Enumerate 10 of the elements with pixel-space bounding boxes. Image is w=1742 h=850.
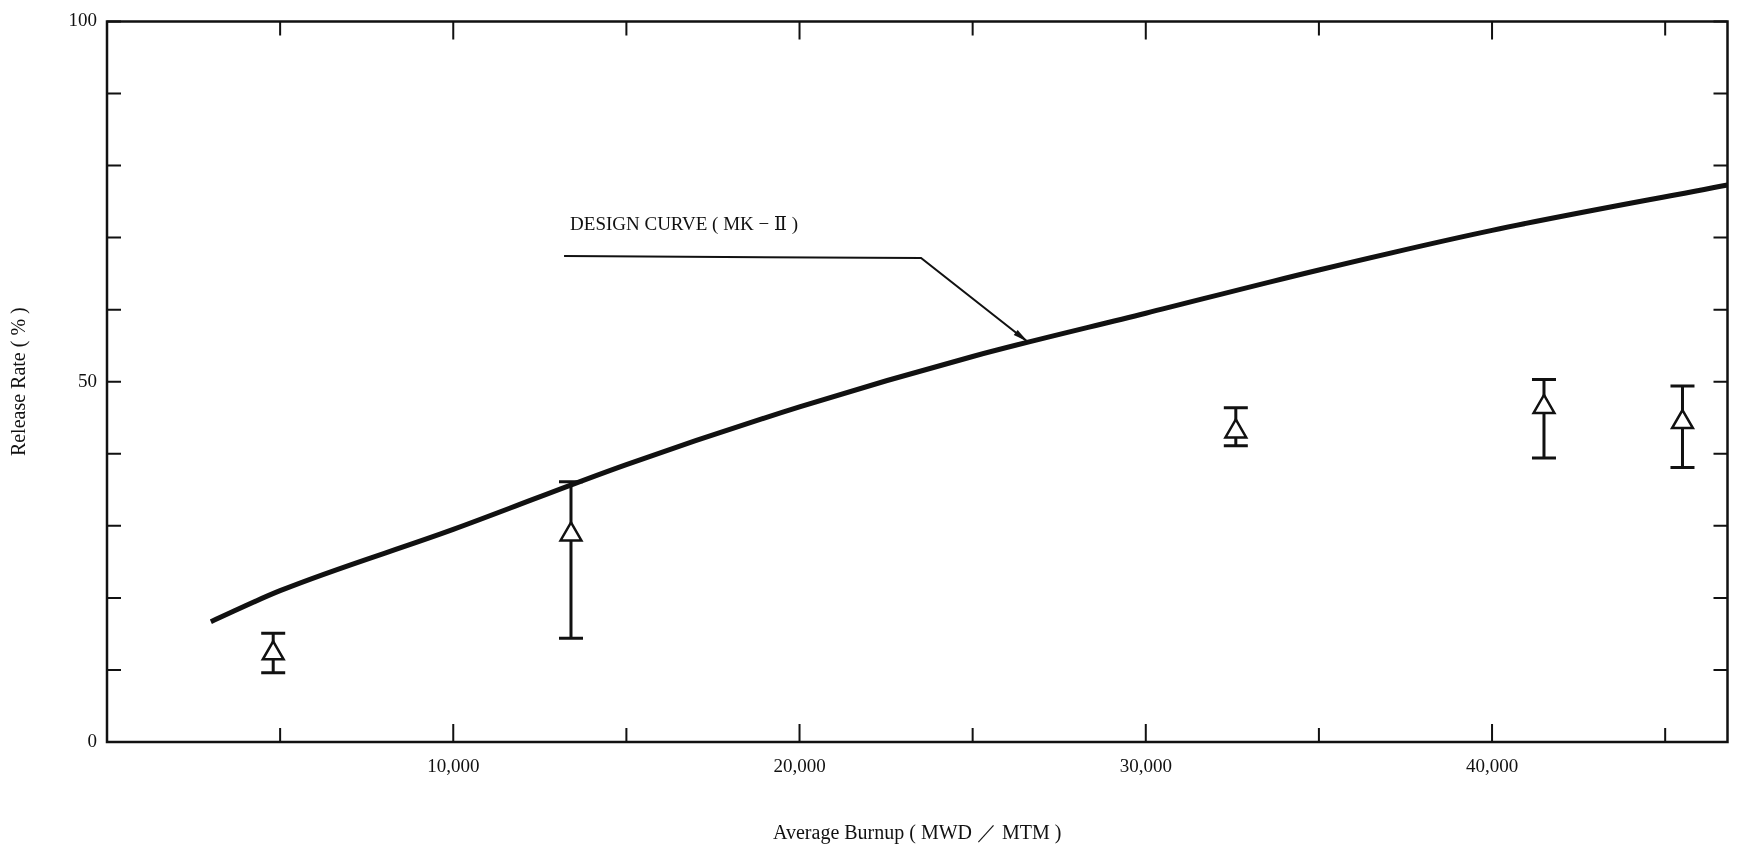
x-tick-label: 10,000	[427, 755, 480, 777]
y-tick-label: 0	[87, 729, 97, 751]
x-tick-label: 30,000	[1119, 755, 1172, 777]
x-axis-title: Average Burnup ( MWD ／ MTM )	[773, 821, 1062, 845]
y-axis-title: Release Rate ( % )	[7, 307, 31, 457]
x-tick-label: 20,000	[773, 755, 826, 777]
x-tick-label: 40,000	[1465, 755, 1519, 777]
annotation: DESIGN CURVE ( MK − Ⅱ )	[570, 213, 798, 236]
y-tick-label: 50	[78, 369, 97, 391]
y-tick-label: 100	[68, 9, 97, 31]
